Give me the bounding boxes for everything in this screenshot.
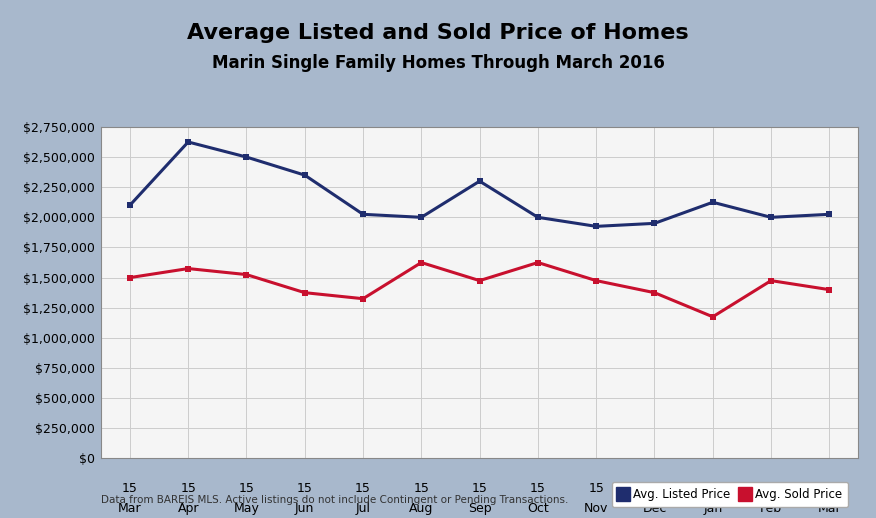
Text: Jul: Jul	[356, 501, 371, 514]
Text: 15: 15	[122, 482, 138, 495]
Text: 16: 16	[763, 482, 779, 495]
Text: 15: 15	[180, 482, 196, 495]
Text: Jan: Jan	[703, 501, 723, 514]
Text: Dec: Dec	[642, 501, 667, 514]
Text: 15: 15	[413, 482, 429, 495]
Text: 15: 15	[238, 482, 254, 495]
Text: Average Listed and Sold Price of Homes: Average Listed and Sold Price of Homes	[187, 23, 689, 44]
Text: Nov: Nov	[584, 501, 608, 514]
Text: Apr: Apr	[178, 501, 199, 514]
Text: Sep: Sep	[468, 501, 491, 514]
Text: Jun: Jun	[295, 501, 314, 514]
Text: 15: 15	[355, 482, 371, 495]
Text: Data from BAREIS MLS. Active listings do not include Contingent or Pending Trans: Data from BAREIS MLS. Active listings do…	[101, 495, 569, 505]
Text: Oct: Oct	[527, 501, 548, 514]
Text: 15: 15	[646, 482, 662, 495]
Text: 15: 15	[297, 482, 313, 495]
Text: 15: 15	[530, 482, 546, 495]
Text: Mar: Mar	[817, 501, 841, 514]
Text: Mar: Mar	[118, 501, 142, 514]
Text: Aug: Aug	[409, 501, 434, 514]
Text: 16: 16	[822, 482, 837, 495]
Text: 15: 15	[589, 482, 604, 495]
Text: May: May	[234, 501, 259, 514]
Text: Marin Single Family Homes Through March 2016: Marin Single Family Homes Through March …	[212, 54, 664, 73]
Legend: Avg. Listed Price, Avg. Sold Price: Avg. Listed Price, Avg. Sold Price	[611, 482, 848, 507]
Text: Feb: Feb	[760, 501, 782, 514]
Text: 16: 16	[705, 482, 721, 495]
Text: 15: 15	[471, 482, 488, 495]
